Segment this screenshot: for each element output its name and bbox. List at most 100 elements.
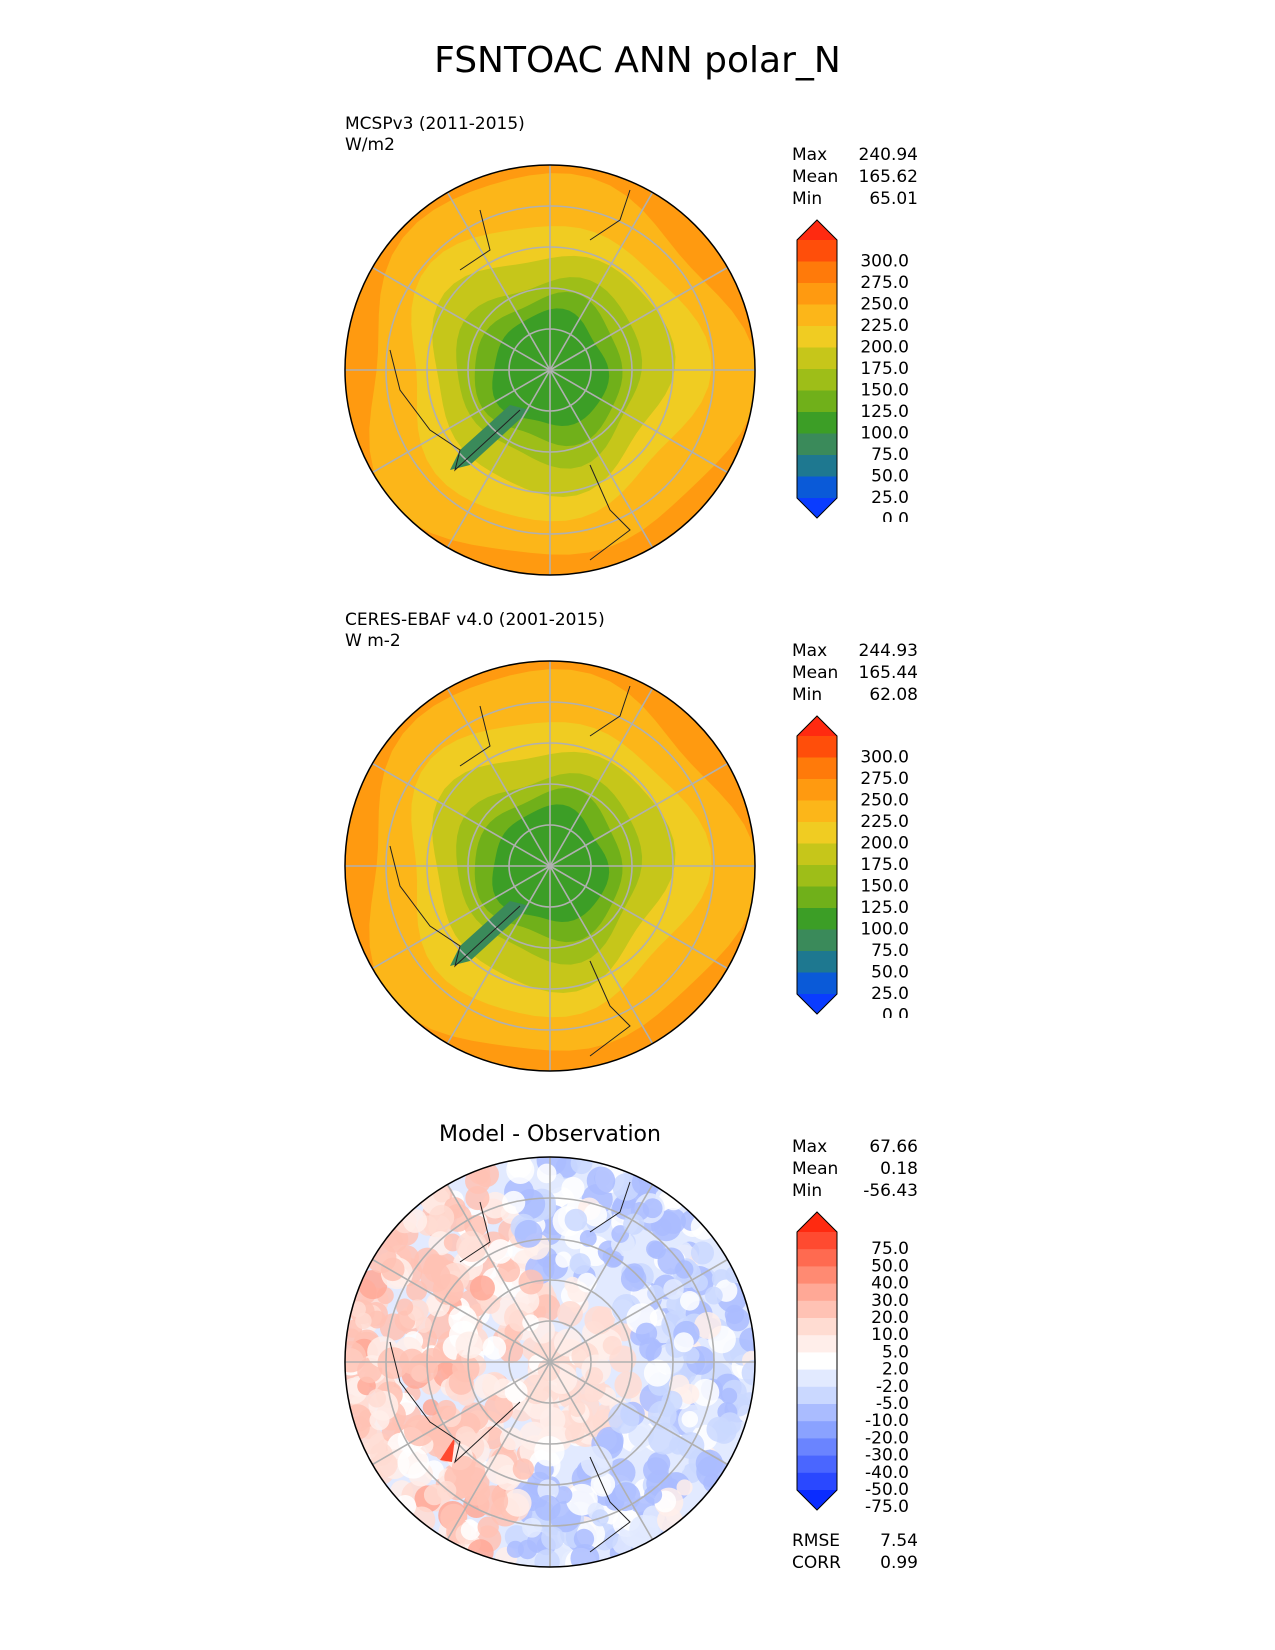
colorbar-tick-label: 250.0 xyxy=(860,791,909,811)
field-cell xyxy=(534,1494,561,1521)
coastline xyxy=(589,1181,631,1233)
field-cell xyxy=(423,1484,445,1506)
field-cell xyxy=(573,1528,595,1550)
field-cell xyxy=(643,1359,671,1387)
colorbar-bin xyxy=(797,1404,837,1422)
field-cell xyxy=(608,1402,640,1434)
colorbar-bin xyxy=(797,865,837,887)
field-cell xyxy=(725,1307,750,1332)
colorbar-tick-label: 150.0 xyxy=(860,381,909,401)
colorbar-bin xyxy=(797,929,837,952)
field-cell xyxy=(584,1305,613,1335)
colorbar-tick-label: 75.0 xyxy=(871,445,909,465)
field-cell xyxy=(679,1291,700,1311)
colorbar-tick-label: -20.0 xyxy=(865,1428,909,1448)
field-cell xyxy=(579,1229,597,1247)
colorbar-tick-label: 100.0 xyxy=(860,920,909,940)
colorbar-bin xyxy=(797,433,837,456)
field-cell xyxy=(397,1447,430,1479)
field-cell xyxy=(512,1458,535,1480)
colorbar-tick-label: 250.0 xyxy=(860,295,909,315)
field-cell xyxy=(448,1369,474,1395)
meridian-line xyxy=(372,369,551,474)
field-cell xyxy=(564,1276,581,1293)
colorbar-tick-label: 25.0 xyxy=(871,488,909,508)
field-cell xyxy=(396,1298,414,1316)
colorbar-tick-label: 40.0 xyxy=(871,1274,909,1294)
panel-2-units: W m-2 xyxy=(345,631,401,651)
meridian-line xyxy=(372,762,551,867)
colorbar-tick-label: 75.0 xyxy=(871,1239,909,1259)
field-cell xyxy=(720,1387,738,1405)
colorbar-bin xyxy=(797,1421,837,1439)
colorbar-tick-label: -2.0 xyxy=(876,1377,909,1397)
field-cell xyxy=(369,1442,393,1466)
coastline xyxy=(589,685,631,737)
colorbar-tick-label: 175.0 xyxy=(860,359,909,379)
field-cell xyxy=(506,1157,535,1185)
colorbar-tick-label: 300.0 xyxy=(860,252,909,272)
meridian-line xyxy=(549,762,728,867)
field-cell xyxy=(469,1275,495,1301)
field-cell xyxy=(541,1526,565,1550)
colorbar-tick-label: 175.0 xyxy=(860,855,909,875)
panel-2-title: CERES-EBAF v4.0 (2001-2015) xyxy=(345,610,605,630)
field-cell xyxy=(586,1166,616,1196)
field-cell xyxy=(630,1445,650,1465)
field-cell xyxy=(561,1176,585,1201)
colorbar-tick-label: 200.0 xyxy=(860,338,909,358)
meridian-line xyxy=(446,1184,551,1363)
colorbar-bin xyxy=(797,1335,837,1353)
colorbar-extend-bottom xyxy=(797,994,837,1014)
field-cell xyxy=(660,1208,686,1234)
panel-3-extra-stats: RMSE 7.54 CORR 0.99 xyxy=(792,1530,918,1574)
meridian-line xyxy=(549,865,728,970)
colorbar-tick-label: 25.0 xyxy=(871,984,909,1004)
field-cell xyxy=(455,1426,476,1447)
colorbar-tick-label: 300.0 xyxy=(860,748,909,768)
field-cell xyxy=(465,1168,491,1194)
colorbar-tick-label: 50.0 xyxy=(871,467,909,487)
colorbar-bin xyxy=(797,1266,837,1285)
coastline xyxy=(589,1456,631,1553)
coastline xyxy=(589,960,631,1057)
field-cell xyxy=(602,1335,622,1356)
colorbar-tick-label: 0.0 xyxy=(882,1006,909,1019)
colorbar-tick-label: 20.0 xyxy=(871,1308,909,1328)
colorbar-tick-label: -5.0 xyxy=(876,1394,909,1414)
panel-2-stats: Max 244.93 Mean 165.44 Min 62.08 xyxy=(792,640,918,706)
colorbar-bin xyxy=(797,779,837,801)
stat-max: Max 67.66 xyxy=(792,1137,918,1157)
colorbar-tick-label: -50.0 xyxy=(865,1480,909,1500)
field-cell xyxy=(522,1517,542,1538)
colorbar-bin xyxy=(797,822,837,844)
coastline xyxy=(589,189,631,241)
stat-max: Max 240.94 xyxy=(792,145,918,165)
panel-2-colorbar: 300.0275.0250.0225.0200.0175.0150.0125.0… xyxy=(796,715,909,1019)
field-cell xyxy=(499,1427,523,1451)
colorbar-tick-label: -75.0 xyxy=(865,1497,909,1514)
colorbar-tick-label: 275.0 xyxy=(860,769,909,789)
field-cell xyxy=(482,1336,507,1360)
colorbar-extend-bottom xyxy=(797,498,837,518)
stat-max: Max 244.93 xyxy=(792,641,918,661)
colorbar-bin xyxy=(797,369,837,391)
field-cell xyxy=(694,1311,722,1340)
field-cell xyxy=(514,1219,543,1248)
coastline xyxy=(389,349,521,472)
coastline xyxy=(459,209,491,271)
colorbar-bin xyxy=(797,951,837,973)
field-cell xyxy=(642,1198,663,1219)
meridian-line xyxy=(446,688,551,867)
panel-1-units: W/m2 xyxy=(345,135,395,155)
field-cell xyxy=(631,1169,659,1196)
panel-3-title: Model - Observation xyxy=(439,1122,661,1147)
colorbar-tick-label: 125.0 xyxy=(860,898,909,918)
panel-3-map xyxy=(344,1156,756,1568)
colorbar-tick-label: 0.0 xyxy=(882,510,909,523)
field-region xyxy=(440,1437,455,1462)
colorbar-tick-label: 5.0 xyxy=(882,1342,909,1362)
field-cell xyxy=(704,1286,723,1305)
field-cell xyxy=(725,1266,743,1283)
colorbar-bin xyxy=(797,1352,837,1371)
